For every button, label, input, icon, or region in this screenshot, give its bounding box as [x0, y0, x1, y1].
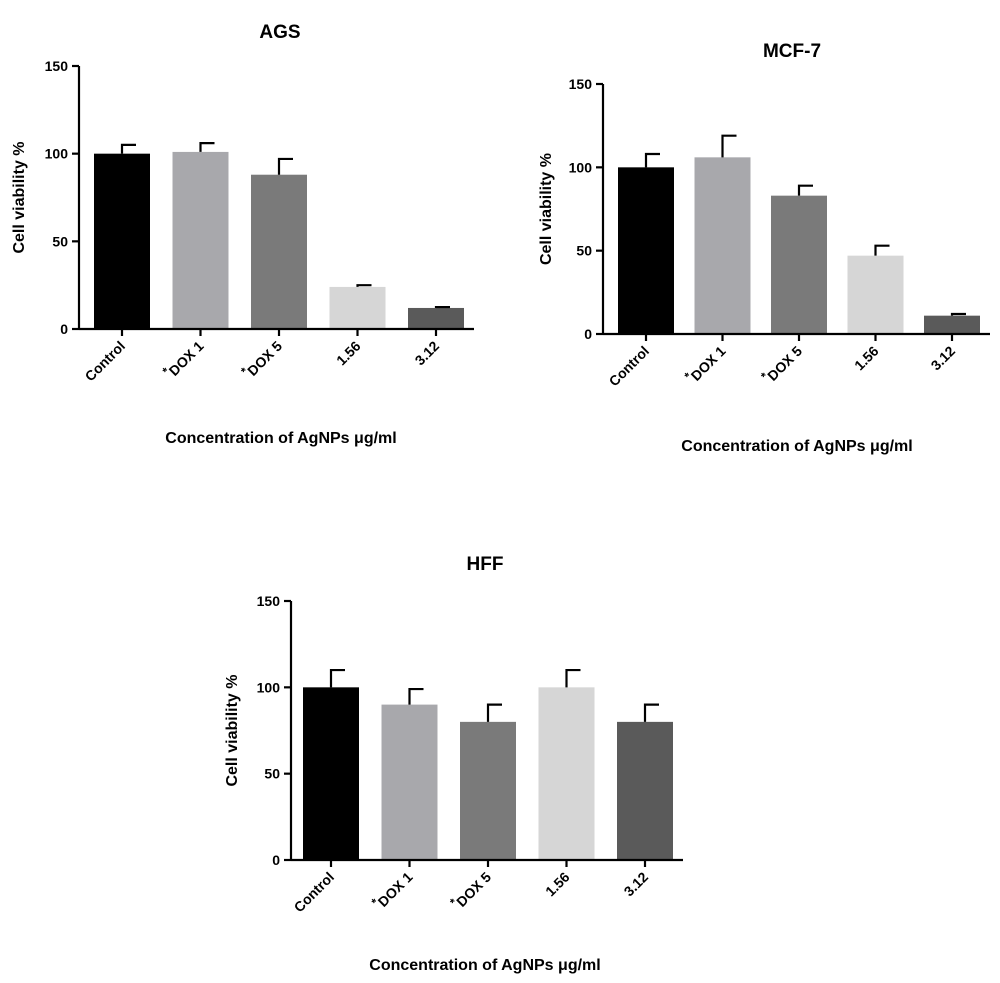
x-axis-label: Concentration of AgNPs μg/ml [165, 430, 396, 447]
y-axis-label: Cell viability % [224, 674, 241, 786]
chart-panel-hff: HFF Control *DOX 1 *DOX 5 1.56 3.12 0 50 100 150 C… [224, 554, 683, 974]
error-bar [120, 143, 136, 154]
x-tick-label: 3.12 [412, 338, 443, 369]
error-bar [356, 284, 372, 287]
error-bar [644, 152, 660, 168]
y-tick-label: 0 [60, 321, 68, 337]
x-tick-label: Control [82, 338, 129, 385]
y-axis-label: Cell viability % [11, 141, 28, 253]
category-label: 3.12 [928, 343, 959, 374]
bar [251, 174, 307, 329]
chart-panel-ags: AGS Control *DOX 1 *DOX 5 1.56 3.12 0 50 100 150 C… [11, 22, 474, 447]
error-bar [565, 668, 581, 688]
y-tick-label: 150 [569, 76, 593, 92]
y-tick-label: 100 [569, 159, 593, 175]
x-tick-label: *DOX 5 [447, 866, 494, 913]
category-label: DOX 1 [375, 869, 416, 910]
bar [381, 704, 438, 860]
x-tick-label: 1.56 [851, 343, 882, 374]
y-tick-label: 100 [45, 146, 69, 162]
bar [847, 255, 904, 334]
error-bar [721, 134, 737, 158]
y-tick-label: 0 [272, 852, 280, 868]
bar [408, 307, 464, 329]
category-label: 3.12 [412, 338, 443, 369]
bar [329, 286, 386, 329]
y-tick-label: 100 [257, 679, 281, 695]
bar [538, 687, 595, 860]
x-tick-label: 1.56 [333, 338, 364, 369]
error-bar [950, 312, 966, 316]
y-tick-label: 0 [584, 326, 592, 342]
x-axis-label: Concentration of AgNPs μg/ml [681, 438, 912, 455]
error-bar [486, 703, 502, 722]
category-label: DOX 1 [166, 338, 207, 379]
y-tick-label: 150 [45, 58, 69, 74]
category-label: Control [606, 343, 653, 390]
x-tick-label: *DOX 1 [368, 866, 415, 913]
error-bar [874, 244, 890, 256]
chart-panel-mcf-7: MCF-7 Control *DOX 1 *DOX 5 1.56 3.12 0 50 100 15… [538, 41, 990, 455]
error-bar [643, 703, 659, 722]
category-label: 1.56 [542, 869, 573, 900]
y-tick-label: 50 [576, 243, 592, 259]
category-label: 1.56 [851, 343, 882, 374]
error-bar [434, 305, 450, 309]
x-axis-label: Concentration of AgNPs μg/ml [369, 957, 600, 974]
x-tick-label: 3.12 [621, 869, 652, 900]
x-tick-label: *DOX 1 [681, 340, 728, 387]
category-label: DOX 5 [244, 338, 285, 379]
category-label: 3.12 [621, 869, 652, 900]
error-bar [408, 687, 424, 705]
category-label: DOX 1 [688, 343, 729, 384]
bar [617, 721, 673, 860]
y-tick-label: 150 [257, 593, 281, 609]
bar [771, 195, 827, 334]
chart-title: MCF-7 [763, 41, 821, 62]
x-tick-label: Control [606, 343, 653, 390]
x-tick-label: 3.12 [928, 343, 959, 374]
error-bar [329, 668, 345, 688]
bar [94, 153, 150, 329]
x-tick-label: *DOX 5 [758, 340, 805, 387]
x-tick-label: Control [291, 869, 338, 916]
category-label: 1.56 [333, 338, 364, 369]
x-tick-label: 1.56 [542, 869, 573, 900]
chart-title: AGS [259, 22, 300, 43]
x-tick-label: *DOX 5 [238, 335, 285, 382]
y-tick-label: 50 [264, 766, 280, 782]
bar [303, 687, 359, 860]
error-bar [797, 184, 813, 196]
error-bar [199, 142, 215, 152]
error-bar [277, 157, 293, 175]
bar [924, 315, 980, 334]
bar [618, 167, 674, 334]
category-label: DOX 5 [764, 343, 805, 384]
y-tick-label: 50 [52, 233, 68, 249]
y-axis-label: Cell viability % [538, 153, 555, 265]
bar [460, 721, 516, 860]
bar [694, 157, 751, 334]
category-label: Control [291, 869, 338, 916]
chart-title: HFF [467, 554, 504, 575]
x-tick-label: *DOX 1 [159, 335, 206, 382]
bar [172, 151, 229, 329]
category-label: DOX 5 [453, 869, 494, 910]
category-label: Control [82, 338, 129, 385]
